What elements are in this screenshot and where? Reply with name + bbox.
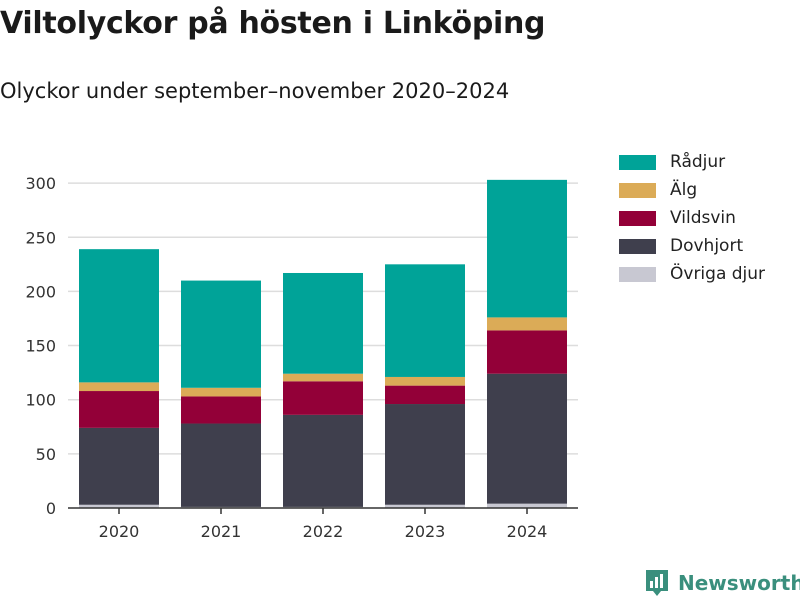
y-tick-label: 300 bbox=[25, 174, 56, 193]
bar-segment-alg-2023 bbox=[385, 376, 465, 386]
bar-segment-radjur-2021 bbox=[181, 280, 261, 388]
legend-item-vildsvin: Vildsvin bbox=[619, 204, 794, 232]
legend-swatch bbox=[619, 266, 656, 282]
bar-segment-ovriga-2020 bbox=[79, 504, 159, 508]
y-tick-label: 0 bbox=[46, 499, 56, 518]
bar-segment-dovhjort-2024 bbox=[487, 373, 567, 504]
bar-segment-alg-2024 bbox=[487, 317, 567, 331]
y-tick-label: 150 bbox=[25, 337, 56, 356]
y-tick-label: 200 bbox=[25, 282, 56, 301]
bar-segment-radjur-2022 bbox=[283, 272, 363, 374]
x-tick-label: 2020 bbox=[99, 522, 140, 541]
legend-label: Dovhjort bbox=[670, 236, 744, 256]
bar-segment-ovriga-2023 bbox=[385, 504, 465, 508]
bar-segment-radjur-2024 bbox=[487, 179, 567, 318]
legend-swatch bbox=[619, 154, 656, 170]
bar-segment-vildsvin-2023 bbox=[385, 385, 465, 405]
legend-item-alg: Älg bbox=[619, 176, 794, 204]
bar-segment-dovhjort-2021 bbox=[181, 423, 261, 507]
bar-segment-radjur-2020 bbox=[79, 249, 159, 383]
x-tick-label: 2021 bbox=[201, 522, 242, 541]
bar-segment-vildsvin-2022 bbox=[283, 381, 363, 415]
bar-segment-dovhjort-2020 bbox=[79, 427, 159, 505]
bars bbox=[79, 179, 567, 508]
legend-label: Rådjur bbox=[670, 152, 726, 172]
bar-segment-vildsvin-2024 bbox=[487, 330, 567, 374]
legend-swatch bbox=[619, 182, 656, 198]
y-tick-label: 250 bbox=[25, 228, 56, 247]
bar-segment-vildsvin-2020 bbox=[79, 391, 159, 428]
y-tick-label: 100 bbox=[25, 391, 56, 410]
legend-swatch bbox=[619, 238, 656, 254]
brand-name: Newsworthy bbox=[678, 571, 800, 595]
bar-segment-alg-2022 bbox=[283, 373, 363, 382]
bar-segment-alg-2020 bbox=[79, 382, 159, 392]
brand-logo: Newsworthy bbox=[644, 568, 800, 598]
legend-item-ovriga: Övriga djur bbox=[619, 260, 794, 288]
legend: Rådjur Älg Vildsvin Dovhjort Övriga djur bbox=[619, 148, 794, 288]
legend-item-radjur: Rådjur bbox=[619, 148, 794, 176]
legend-item-dovhjort: Dovhjort bbox=[619, 232, 794, 260]
legend-label: Älg bbox=[670, 180, 698, 200]
bar-segment-alg-2021 bbox=[181, 387, 261, 397]
chart-title: Viltolyckor på hösten i Linköping bbox=[0, 6, 546, 41]
axes: 0 50 100 150 200 250 300 2020 2021 2022 2023 2024 bbox=[25, 174, 578, 541]
bar-segment-vildsvin-2021 bbox=[181, 396, 261, 424]
legend-swatch bbox=[619, 210, 656, 226]
y-tick-label: 50 bbox=[36, 445, 56, 464]
x-tick-label: 2023 bbox=[405, 522, 446, 541]
bar-segment-ovriga-2024 bbox=[487, 503, 567, 508]
x-tick-label: 2022 bbox=[303, 522, 344, 541]
legend-label: Vildsvin bbox=[670, 208, 736, 228]
bar-segment-dovhjort-2023 bbox=[385, 404, 465, 505]
chart-subtitle: Olyckor under september–november 2020–20… bbox=[0, 79, 510, 103]
newsworthy-logo-icon bbox=[646, 570, 668, 596]
legend-label: Övriga djur bbox=[670, 264, 766, 284]
bar-segment-radjur-2023 bbox=[385, 264, 465, 377]
x-tick-label: 2024 bbox=[507, 522, 548, 541]
bar-segment-dovhjort-2022 bbox=[283, 414, 363, 507]
